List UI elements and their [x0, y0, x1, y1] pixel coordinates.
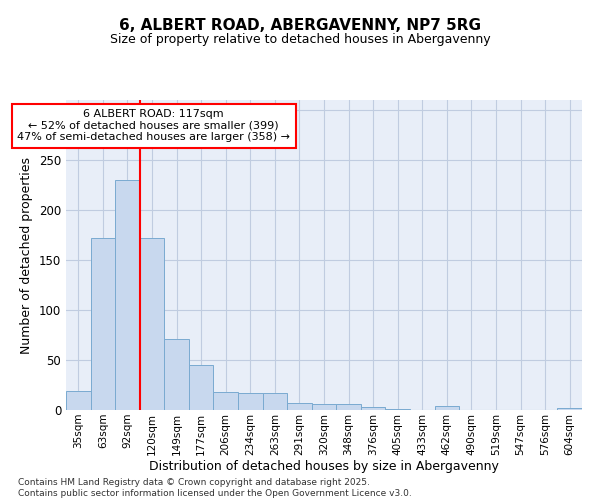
Bar	[263, 393, 287, 410]
Bar	[214, 392, 238, 410]
Bar	[385, 409, 410, 410]
Text: Size of property relative to detached houses in Abergavenny: Size of property relative to detached ho…	[110, 32, 490, 46]
Y-axis label: Number of detached properties: Number of detached properties	[20, 156, 34, 354]
Bar	[91, 238, 115, 410]
Bar	[361, 407, 385, 410]
Bar	[336, 404, 361, 410]
Bar	[287, 403, 312, 410]
Text: 6 ALBERT ROAD: 117sqm
← 52% of detached houses are smaller (399)
47% of semi-det: 6 ALBERT ROAD: 117sqm ← 52% of detached …	[17, 110, 290, 142]
Bar	[557, 408, 582, 410]
X-axis label: Distribution of detached houses by size in Abergavenny: Distribution of detached houses by size …	[149, 460, 499, 473]
Bar	[189, 365, 214, 410]
Bar	[164, 339, 189, 410]
Bar	[140, 238, 164, 410]
Bar	[434, 406, 459, 410]
Bar	[312, 404, 336, 410]
Text: 6, ALBERT ROAD, ABERGAVENNY, NP7 5RG: 6, ALBERT ROAD, ABERGAVENNY, NP7 5RG	[119, 18, 481, 32]
Bar	[238, 393, 263, 410]
Bar	[66, 391, 91, 410]
Bar	[115, 180, 140, 410]
Text: Contains HM Land Registry data © Crown copyright and database right 2025.
Contai: Contains HM Land Registry data © Crown c…	[18, 478, 412, 498]
